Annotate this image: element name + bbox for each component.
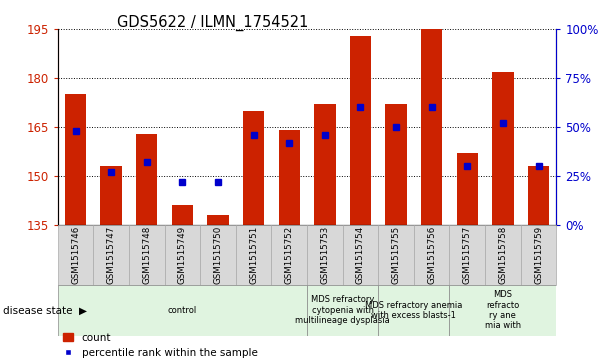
Text: GSM1515757: GSM1515757 bbox=[463, 226, 472, 284]
Text: GSM1515746: GSM1515746 bbox=[71, 226, 80, 284]
Text: GSM1515758: GSM1515758 bbox=[499, 226, 508, 284]
Text: control: control bbox=[168, 306, 197, 315]
Text: GDS5622 / ILMN_1754521: GDS5622 / ILMN_1754521 bbox=[117, 15, 308, 31]
Text: MDS
refracto
ry ane
mia with: MDS refracto ry ane mia with bbox=[485, 290, 521, 330]
Bar bbox=[457, 153, 478, 225]
Bar bbox=[100, 166, 122, 225]
Text: GSM1515759: GSM1515759 bbox=[534, 226, 543, 284]
Bar bbox=[385, 104, 407, 225]
Bar bbox=[236, 225, 271, 285]
Bar bbox=[307, 225, 343, 285]
Bar bbox=[520, 225, 556, 285]
Text: GSM1515756: GSM1515756 bbox=[427, 226, 436, 284]
Bar bbox=[378, 225, 414, 285]
Bar bbox=[528, 166, 549, 225]
Text: GSM1515749: GSM1515749 bbox=[178, 226, 187, 284]
Text: disease state  ▶: disease state ▶ bbox=[3, 305, 87, 315]
Bar bbox=[307, 285, 378, 336]
Bar bbox=[314, 104, 336, 225]
Text: MDS refractory anemia
with excess blasts-1: MDS refractory anemia with excess blasts… bbox=[365, 301, 463, 320]
Text: GSM1515751: GSM1515751 bbox=[249, 226, 258, 284]
Bar bbox=[421, 29, 443, 225]
Bar bbox=[129, 225, 165, 285]
Bar bbox=[271, 225, 307, 285]
Bar bbox=[449, 225, 485, 285]
Bar bbox=[492, 72, 514, 225]
Bar bbox=[94, 225, 129, 285]
Bar bbox=[136, 134, 157, 225]
Legend: count, percentile rank within the sample: count, percentile rank within the sample bbox=[63, 333, 258, 358]
Text: GSM1515748: GSM1515748 bbox=[142, 226, 151, 284]
Bar bbox=[343, 225, 378, 285]
Bar bbox=[350, 36, 371, 225]
Bar bbox=[414, 225, 449, 285]
Bar bbox=[58, 225, 94, 285]
Bar bbox=[165, 225, 200, 285]
Text: GSM1515755: GSM1515755 bbox=[392, 226, 401, 284]
Text: GSM1515753: GSM1515753 bbox=[320, 226, 330, 284]
Text: GSM1515750: GSM1515750 bbox=[213, 226, 223, 284]
Bar bbox=[200, 225, 236, 285]
Text: GSM1515752: GSM1515752 bbox=[285, 226, 294, 284]
Bar bbox=[58, 285, 307, 336]
Text: GSM1515747: GSM1515747 bbox=[106, 226, 116, 284]
Bar bbox=[278, 130, 300, 225]
Bar bbox=[243, 111, 264, 225]
Bar bbox=[171, 205, 193, 225]
Bar bbox=[449, 285, 556, 336]
Bar bbox=[65, 94, 86, 225]
Bar bbox=[378, 285, 449, 336]
Text: MDS refractory
cytopenia with
multilineage dysplasia: MDS refractory cytopenia with multilinea… bbox=[295, 295, 390, 325]
Bar bbox=[485, 225, 520, 285]
Bar bbox=[207, 215, 229, 225]
Text: GSM1515754: GSM1515754 bbox=[356, 226, 365, 284]
